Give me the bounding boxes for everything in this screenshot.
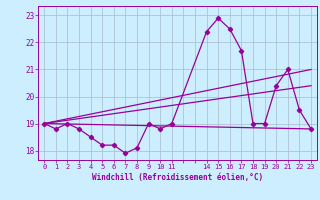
X-axis label: Windchill (Refroidissement éolien,°C): Windchill (Refroidissement éolien,°C) [92,173,263,182]
